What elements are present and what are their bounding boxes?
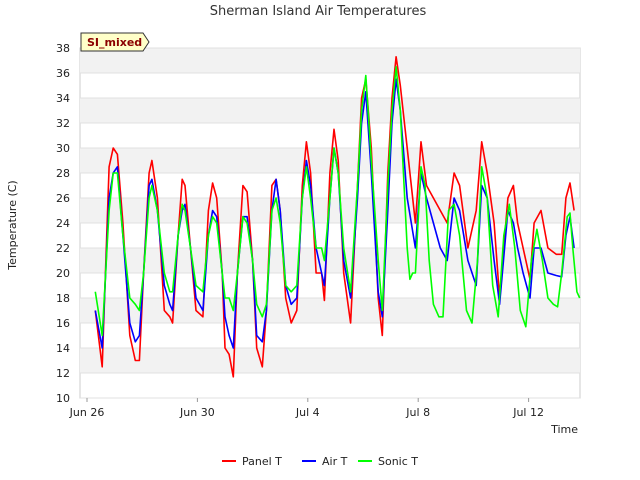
y-tick-label: 32 [56, 117, 70, 130]
x-tick-label: Jun 30 [179, 406, 215, 419]
series-line-sonic-t [94, 66, 581, 337]
series-line-panel-t [94, 56, 575, 378]
dataset-tag: SI_mixed [80, 32, 150, 52]
y-tick-label: 10 [56, 392, 70, 405]
chart-title: Sherman Island Air Temperatures [210, 4, 427, 19]
dataset-tag-box [80, 32, 150, 52]
x-tick-label: Jul 4 [295, 406, 320, 419]
x-tick-label: Jul 12 [512, 406, 544, 419]
grid-band [80, 348, 580, 373]
legend: Panel T Air T Sonic T [222, 455, 418, 468]
x-tick-label: Jul 8 [405, 406, 430, 419]
grid-band [80, 48, 580, 73]
y-tick-label: 12 [56, 367, 70, 380]
y-tick-label: 30 [56, 142, 70, 155]
y-tick-label: 22 [56, 242, 70, 255]
y-tick-label: 36 [56, 67, 70, 80]
legend-air-t-label: Air T [322, 455, 348, 468]
y-tick-label: 38 [56, 42, 70, 55]
series-layer [94, 56, 581, 378]
y-tick-label: 14 [56, 342, 70, 355]
y-tick-label: 24 [56, 217, 70, 230]
y-tick-label: 18 [56, 292, 70, 305]
x-axis-label: Time [550, 423, 578, 436]
y-tick-label: 34 [56, 92, 70, 105]
dataset-tag-text: SI_mixed [87, 36, 142, 49]
y-tick-label: 16 [56, 317, 70, 330]
y-tick-label: 28 [56, 167, 70, 180]
y-tick-label: 20 [56, 267, 70, 280]
grid-band [80, 298, 580, 323]
grid-band [80, 98, 580, 123]
y-axis-ticks: 10 12 14 16 18 20 22 24 26 28 30 32 34 36 38 [56, 42, 70, 405]
x-axis-ticks: Jun 26 Jun 30 Jul 4 Jul 8 Jul 12 [69, 398, 544, 419]
y-axis-label: Temperature (C) [6, 180, 19, 270]
x-tick-label: Jun 26 [69, 406, 105, 419]
legend-panel-t-label: Panel T [242, 455, 282, 468]
legend-sonic-t-label: Sonic T [378, 455, 418, 468]
y-tick-label: 26 [56, 192, 70, 205]
